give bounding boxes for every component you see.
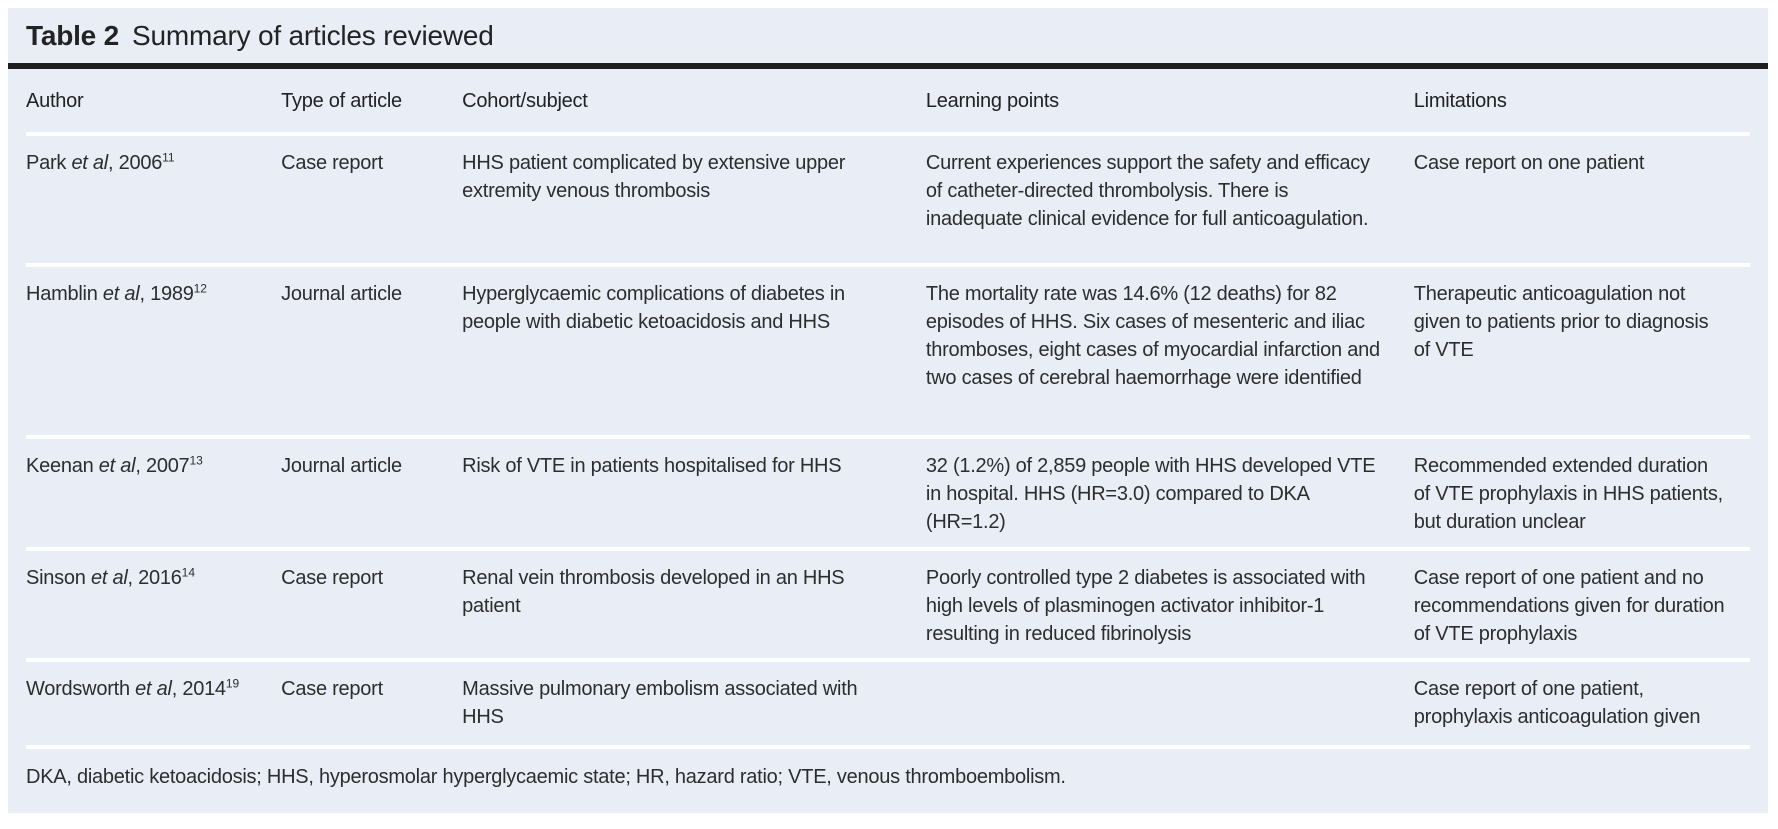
cell-author: Hamblin et al, 198912 [26, 267, 281, 435]
cell-cohort: HHS patient complicated by extensive upp… [462, 152, 846, 202]
author-name: Sinson [26, 567, 91, 589]
cell-cohort: Massive pulmonary embolism associated wi… [462, 678, 858, 728]
cell-learning: Current experiences support the safety a… [925, 152, 1370, 230]
table-row: Wordsworth et al, 201419 Case report Mas… [26, 658, 1750, 745]
cell-type: Case report [281, 152, 383, 174]
table-number-label: Table 2 [26, 19, 120, 51]
author-name: Wordsworth [26, 678, 136, 700]
cell-type: Journal article [281, 455, 402, 477]
author-etal: et al [135, 678, 172, 700]
reference-superscript: 13 [189, 453, 203, 468]
cell-author: Sinson et al, 201614 [26, 551, 281, 658]
cell-cohort: Hyperglycaemic complications of diabetes… [462, 283, 845, 333]
table-title-text: Summary of articles reviewed [132, 19, 494, 51]
cell-learning: 32 (1.2%) of 2,859 people with HHS devel… [925, 455, 1376, 533]
table-row: Keenan et al, 200713 Journal article Ris… [26, 435, 1750, 547]
column-header-limitations: Limitations [1413, 90, 1507, 112]
table-body: Author Type of article Cohort/subject Le… [8, 69, 1768, 813]
author-year: , 2016 [127, 567, 182, 589]
reference-superscript: 11 [162, 150, 175, 165]
author-etal: et al [71, 152, 108, 174]
cell-limitations: Recommended extended duration of VTE pro… [1413, 455, 1723, 533]
cell-limitations: Case report on one patient [1413, 152, 1645, 174]
reference-superscript: 12 [193, 281, 207, 296]
table-row: Hamblin et al, 198912 Journal article Hy… [26, 263, 1750, 435]
reference-superscript: 19 [225, 676, 240, 691]
column-header-learning: Learning points [925, 90, 1059, 112]
author-etal: et al [98, 455, 136, 477]
author-etal: et al [90, 567, 128, 589]
cell-author: Wordsworth et al, 201419 [26, 662, 281, 745]
cell-learning: The mortality rate was 14.6% (12 deaths)… [925, 283, 1380, 389]
cell-author: Keenan et al, 200713 [26, 439, 281, 547]
title-rule [8, 63, 1768, 69]
cell-type: Journal article [281, 283, 402, 305]
reference-superscript: 14 [181, 565, 195, 580]
author-name: Keenan [26, 455, 99, 477]
table-card: Table 2 Summary of articles reviewed Aut… [8, 8, 1768, 813]
cell-limitations: Case report of one patient, prophylaxis … [1413, 678, 1701, 728]
table-row: Park et al, 200611 Case report HHS patie… [26, 132, 1750, 263]
cell-cohort: Renal vein thrombosis developed in an HH… [462, 567, 845, 617]
author-year: , 2014 [171, 678, 226, 700]
author-name: Park [26, 152, 72, 174]
author-year: , 1989 [139, 283, 194, 305]
author-etal: et al [102, 283, 140, 305]
cell-type: Case report [281, 678, 383, 700]
table-header-row: Author Type of article Cohort/subject Le… [26, 69, 1750, 132]
table-row: Sinson et al, 201614 Case report Renal v… [26, 547, 1750, 658]
table-title: Table 2 Summary of articles reviewed [8, 8, 1768, 63]
cell-learning: Poorly controlled type 2 diabetes is ass… [925, 567, 1366, 645]
author-name: Hamblin [26, 283, 103, 305]
column-header-author: Author [26, 90, 84, 112]
table-footnote: DKA, diabetic ketoacidosis; HHS, hyperos… [26, 745, 1750, 813]
cell-cohort: Risk of VTE in patients hospitalised for… [462, 455, 842, 477]
cell-learning [926, 662, 1414, 745]
column-header-cohort: Cohort/subject [462, 90, 588, 112]
cell-limitations: Case report of one patient and no recomm… [1413, 567, 1725, 645]
column-header-type: Type of article [281, 90, 402, 112]
cell-type: Case report [281, 567, 383, 589]
author-year: , 2006 [108, 152, 163, 174]
cell-author: Park et al, 200611 [26, 136, 281, 263]
author-year: , 2007 [135, 455, 190, 477]
cell-limitations: Therapeutic anticoagulation not given to… [1413, 283, 1709, 361]
